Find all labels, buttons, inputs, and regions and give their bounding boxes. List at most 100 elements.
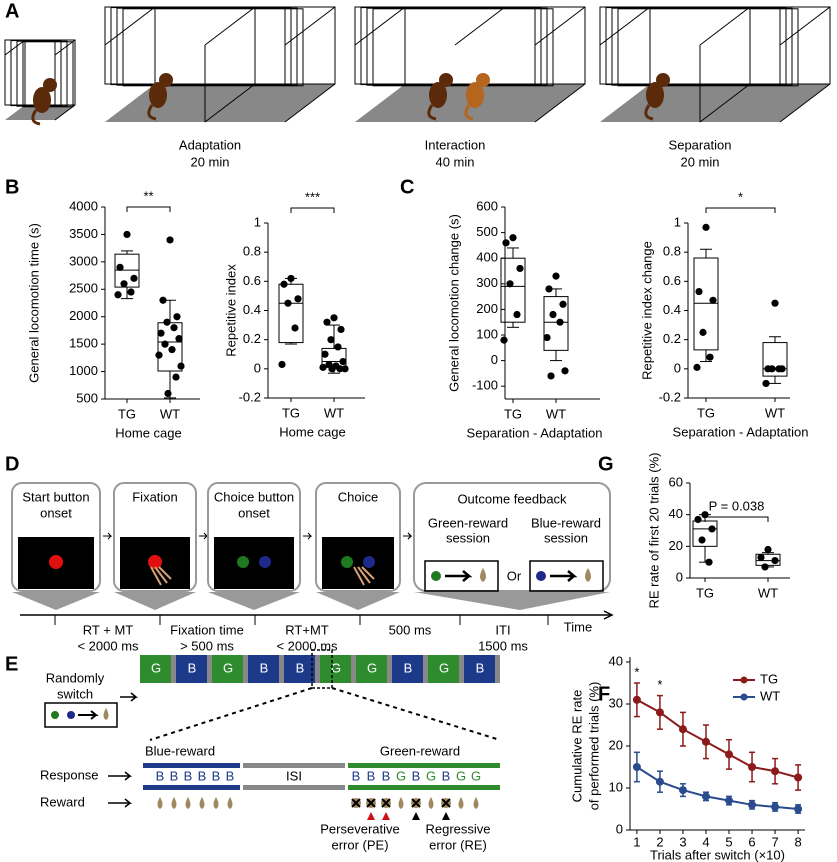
y-tick-label: 0.6: [243, 273, 261, 288]
line: [284, 83, 336, 123]
data-point: [549, 310, 557, 319]
x-axis-label: Separation - Adaptation: [673, 424, 809, 439]
cage-floor: [105, 84, 335, 122]
box: [500, 257, 526, 323]
drop: [398, 797, 404, 809]
data-point: [155, 351, 163, 359]
cage-frame: [360, 7, 542, 86]
separator: [495, 655, 500, 683]
block-label: B: [260, 660, 269, 675]
session-label: Blue-reward: [531, 515, 601, 530]
error-label: Regressive: [425, 821, 490, 836]
cage-frame: [366, 7, 548, 86]
x-tick-label: 4: [702, 834, 709, 849]
legend-label: TG: [760, 671, 778, 686]
hand: [150, 566, 172, 586]
legend-marker: [740, 693, 748, 701]
error-mark: [441, 798, 451, 808]
block: [176, 655, 212, 683]
significance: **: [143, 188, 153, 203]
monkey: [43, 78, 57, 92]
row-bar: [243, 763, 345, 768]
session-label: session: [446, 530, 490, 545]
data-point: [706, 353, 714, 361]
switch-label: Randomly: [46, 670, 105, 685]
y-tick-label: 1000: [69, 363, 98, 378]
block-label: G: [331, 660, 341, 675]
block: [392, 655, 428, 683]
data-point: [757, 553, 765, 562]
data-point: [552, 272, 560, 280]
data-point: [509, 234, 517, 242]
timeline-label: < 2000 ms: [276, 638, 338, 653]
outcome-title: Outcome feedback: [457, 491, 567, 506]
block: [212, 655, 248, 683]
data-point: [543, 333, 551, 342]
y-axis-label: of performed trials (%): [586, 682, 601, 811]
monkey: [476, 73, 490, 87]
arrow: [303, 532, 313, 540]
separator: [387, 655, 392, 683]
y-tick-label: 0.4: [663, 302, 681, 317]
stimulus: [259, 556, 271, 568]
cue: [51, 711, 59, 719]
data-point: [120, 280, 128, 288]
response: B: [198, 768, 207, 783]
cage-frame: [104, 6, 286, 85]
x-tick-label: WT: [160, 406, 180, 421]
cage-frame: [611, 7, 793, 86]
drop: [213, 797, 219, 809]
line: [284, 6, 336, 46]
error-mark: [411, 798, 421, 808]
x-tick-label: WT: [765, 405, 785, 420]
data-point: [632, 763, 641, 771]
data-point: [175, 335, 183, 343]
data-point: [328, 365, 336, 373]
stimulus: [237, 556, 249, 568]
line: [204, 83, 256, 123]
y-axis-label: General locomotion time (s): [26, 223, 41, 383]
error-label: error (RE): [429, 837, 487, 852]
cage-frame: [605, 7, 787, 86]
panel-label: F: [598, 683, 610, 705]
error-mark: [381, 798, 391, 808]
data-point: [161, 340, 169, 348]
data-point: [708, 525, 716, 533]
data-point: [775, 365, 783, 373]
line: [54, 104, 76, 121]
response: B: [170, 768, 179, 783]
panel-label: B: [5, 176, 19, 198]
y-tick-label: 1: [254, 214, 261, 229]
data-point: [123, 230, 131, 239]
timeline-label: Time: [564, 619, 592, 634]
arrow: [108, 771, 133, 781]
block: [140, 655, 176, 683]
line: [599, 6, 651, 46]
data-point: [339, 357, 347, 366]
monkey: [439, 73, 453, 87]
data-point: [701, 737, 710, 746]
response: B: [212, 768, 221, 783]
significance: *: [738, 189, 743, 204]
y-tick-label: 400: [476, 250, 498, 265]
panel-label: E: [5, 653, 18, 675]
data-point: [287, 274, 295, 283]
response: B: [442, 768, 451, 783]
x-tick-label: WT: [546, 406, 566, 421]
step-box: [315, 482, 401, 592]
data-point: [327, 336, 335, 344]
timeline-label: RT+MT: [285, 622, 329, 637]
y-tick-label: 0: [674, 360, 681, 375]
monkey: [31, 109, 41, 126]
cage-frame: [404, 6, 586, 85]
label: 20 min: [190, 154, 229, 169]
data-point: [172, 373, 180, 381]
error-label: Perseverative: [320, 821, 399, 836]
response: G: [471, 768, 481, 783]
step-box: [11, 482, 101, 592]
data-point: [771, 556, 779, 565]
label: 40 min: [435, 154, 474, 169]
monkey: [147, 104, 157, 121]
data-point: [694, 515, 702, 524]
drop: [103, 708, 109, 720]
